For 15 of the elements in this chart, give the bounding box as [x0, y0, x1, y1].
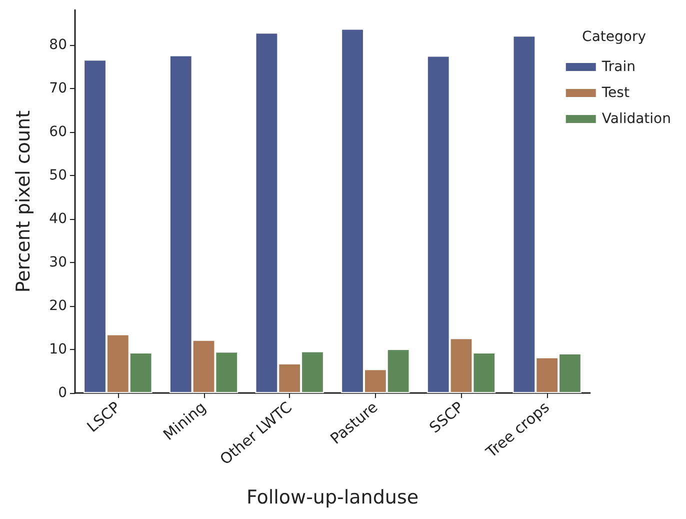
- y-tick-label: 50: [49, 167, 67, 184]
- y-tick-label: 80: [49, 36, 67, 53]
- y-tick-label: 0: [58, 385, 67, 401]
- y-tick-label: 30: [49, 254, 67, 270]
- y-axis-title: Percent pixel count: [12, 110, 34, 293]
- y-tick-label: 10: [49, 341, 67, 358]
- legend-label: Validation: [602, 111, 672, 127]
- y-tick-label: 40: [49, 210, 67, 227]
- x-axis-title: Follow-up-landuse: [246, 486, 419, 508]
- legend-label: Test: [600, 85, 630, 101]
- y-tick-label: 70: [49, 80, 67, 96]
- legend-label: Train: [600, 59, 636, 75]
- y-tick-label: 60: [49, 124, 67, 140]
- legend-title: Category: [582, 29, 646, 45]
- y-tick-label: 20: [49, 298, 67, 314]
